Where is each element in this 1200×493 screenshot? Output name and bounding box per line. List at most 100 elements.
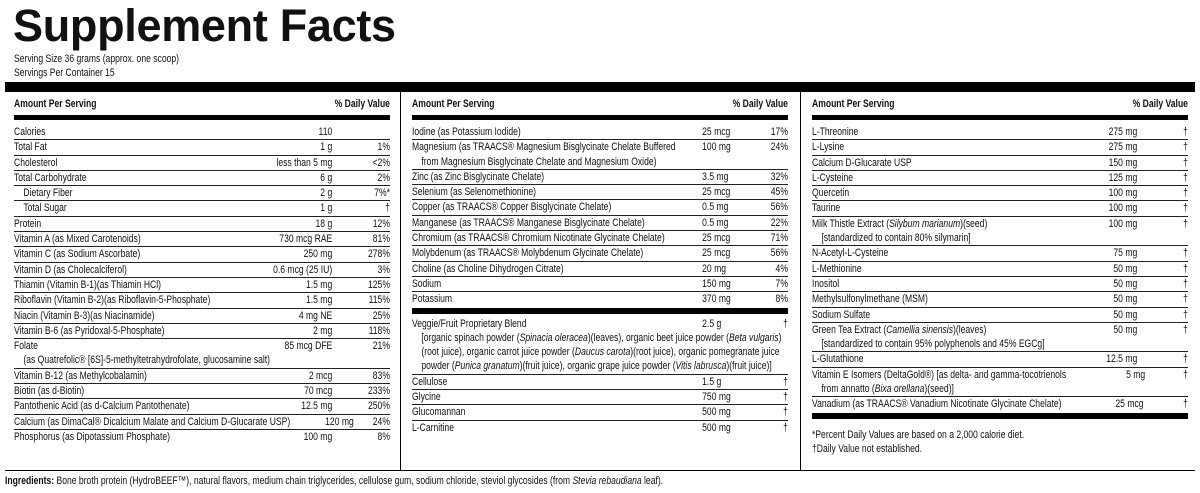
nutrient-name-part: Silybum marianum xyxy=(889,217,961,230)
nutrient-row: L-Carnitine 500 mg † xyxy=(412,421,788,435)
nutrient-row: Cellulose 1.5 g † xyxy=(412,375,788,391)
nutrient-name: Protein xyxy=(14,217,42,230)
nutrient-row: Vitamin D (as Cholecalciferol) 0.6 mcg (2… xyxy=(14,263,390,278)
amount: 1 g xyxy=(320,202,333,215)
nutrient-row: Zinc (as Zinc Bisglycinate Chelate) 3.5 m… xyxy=(412,170,788,186)
nutrient-row: Total Carbohydrate 6 g 2% xyxy=(14,171,390,187)
header-amount: Amount Per Serving xyxy=(14,98,97,110)
amount: 100 mg xyxy=(702,141,731,154)
amount: 750 mg xyxy=(702,391,731,404)
section-bar xyxy=(412,307,788,314)
daily-value: 83% xyxy=(372,369,390,382)
daily-value: 24% xyxy=(372,415,390,428)
daily-value: † xyxy=(783,406,788,419)
nutrient-name: Phosphorus (as Dipotassium Phosphate) xyxy=(14,430,170,443)
nutrient-name: Potassium xyxy=(412,293,453,306)
nutrient-row: Green Tea Extract (Camellia sinensis)(le… xyxy=(812,323,1188,353)
row-line: Calcium D-Glucarate USP 150 mg † xyxy=(812,156,1188,170)
nutrient-row: Vitamin A (as Mixed Carotenoids) 730 mcg … xyxy=(14,232,390,248)
nutrient-row: Niacin (Vitamin B-3)(as Niacinamide) 4 mg… xyxy=(14,309,390,324)
daily-value: 4% xyxy=(775,262,788,275)
row-line: N-Acetyl-L-Cysteine 75 mg † xyxy=(812,246,1188,260)
nutrient-column: Amount Per Serving % Daily Value Calories 1… xyxy=(14,93,390,444)
nutrient-name: Pantothenic Acid (as d-Calcium Pantothen… xyxy=(14,400,190,413)
nutrient-row: Total Sugar 1 g † xyxy=(14,201,390,217)
nutrient-row: L-Glutathione 12.5 mg † xyxy=(812,352,1188,368)
row-line: Zinc (as Zinc Bisglycinate Chelate) 3.5 m… xyxy=(412,170,788,184)
nutrient-name: Cholesterol xyxy=(14,156,58,169)
nutrient-row: Vitamin B-12 (as Methylcobalamin) 2 mcg 83… xyxy=(14,369,390,385)
row-line: Total Fat 1 g 1% xyxy=(14,140,390,154)
nutrient-row: Calories 110 xyxy=(14,125,390,141)
daily-value: 233% xyxy=(368,385,390,398)
amount: 5 mg xyxy=(1126,368,1146,381)
amount: 150 mg xyxy=(1108,156,1138,169)
amount: 25 mcg xyxy=(702,232,731,245)
nutrient-note-part: Spinacia oleracea xyxy=(519,331,588,344)
row-line: Calories 110 xyxy=(14,125,390,139)
nutrient-row: Sodium Sulfate 50 mg † xyxy=(812,308,1188,323)
nutrient-note: (as Quatrefolic® [6S]-5-methyltetrahydro… xyxy=(23,354,271,367)
amount: 3.5 mg xyxy=(702,170,729,183)
amount: 500 mg xyxy=(702,406,731,419)
nutrient-note: [organic spinach powder (Spinacia olerac… xyxy=(412,331,788,374)
daily-value: 125% xyxy=(368,278,390,291)
nutrient-row: Copper (as TRAACS® Copper Bisglycinate C… xyxy=(412,200,788,216)
row-line: Folate 85 mcg DFE 21% xyxy=(14,339,390,353)
nutrient-name: Methylsulfonylmethane (MSM) xyxy=(812,293,928,306)
daily-value: 2% xyxy=(377,171,390,184)
amount: 1.5 g xyxy=(702,375,722,388)
row-line: Cellulose 1.5 g † xyxy=(412,375,788,389)
amount: 1.5 mg xyxy=(306,278,333,291)
footnotes: *Percent Daily Values are based on a 2,0… xyxy=(812,422,1188,457)
amount: 25 mcg xyxy=(1115,398,1144,411)
nutrient-name: L-Lysine xyxy=(812,141,845,154)
row-line: Vitamin D (as Cholecalciferol) 0.6 mcg (2… xyxy=(14,263,390,277)
nutrient-note-part: )(root juice), organic pomegranate juice… xyxy=(421,346,780,373)
nutrient-note-part: Daucus carota xyxy=(574,346,631,359)
section-bar xyxy=(812,412,1188,419)
row-line: Quercetin 100 mg † xyxy=(812,186,1188,200)
row-line: Biotin (as d-Biotin) 70 mcg 233% xyxy=(14,384,390,398)
rows: L-Threonine 275 mg † L-Lysine 275 mg † Calcium… xyxy=(812,120,1188,457)
title: Supplement Facts xyxy=(13,0,396,51)
row-line: Total Carbohydrate 6 g 2% xyxy=(14,171,390,185)
ingredients-text-part: leaf). xyxy=(641,475,664,487)
row-line: Sodium Sulfate 50 mg † xyxy=(812,308,1188,322)
nutrient-name: L-Cysteine xyxy=(812,171,854,184)
row-line: Chromium (as TRAACS® Chromium Nicotinate… xyxy=(412,231,788,245)
daily-value: 278% xyxy=(368,248,390,261)
amount: 110 xyxy=(318,126,333,138)
nutrient-row: Magnesium (as TRAACS® Magnesium Bisglyci… xyxy=(412,140,788,170)
row-line: Vitamin B-6 (as Pyridoxal-5-Phosphate) 2 … xyxy=(14,324,390,338)
amount: 0.5 mg xyxy=(702,216,729,229)
nutrient-name-part: Camellia sinensis xyxy=(886,323,953,336)
nutrient-name: Total Fat xyxy=(14,141,47,154)
amount: 12.5 mg xyxy=(301,400,333,413)
footnote: *Percent Daily Values are based on a 2,0… xyxy=(812,428,1025,441)
nutrient-note-part: Vitis labrusca xyxy=(675,360,727,373)
daily-value: 250% xyxy=(368,400,390,413)
nutrient-name: Vitamin C (as Sodium Ascorbate) xyxy=(14,248,141,261)
nutrient-column: Amount Per Serving % Daily Value Iodine (a… xyxy=(412,93,788,435)
column-header: Amount Per Serving % Daily Value xyxy=(812,93,1188,120)
row-line: Total Sugar 1 g † xyxy=(14,201,390,215)
daily-value: 12% xyxy=(372,217,390,230)
daily-value: <2% xyxy=(372,156,390,169)
nutrient-row: Calcium (as DimaCal® Dicalcium Malate an… xyxy=(14,415,390,430)
daily-value: † xyxy=(1183,277,1188,290)
nutrient-row: Calcium D-Glucarate USP 150 mg † xyxy=(812,156,1188,171)
row-line: Vitamin C (as Sodium Ascorbate) 250 mg 278… xyxy=(14,247,390,261)
nutrient-name: Calcium (as DimaCal® Dicalcium Malate an… xyxy=(14,415,291,428)
nutrient-name: Dietary Fiber xyxy=(23,187,73,200)
row-line: L-Methionine 50 mg † xyxy=(812,262,1188,276)
nutrient-name: Thiamin (Vitamin B-1)(as Thiamin HCl) xyxy=(14,278,162,291)
row-line: Vanadium (as TRAACS® Vanadium Nicotinate… xyxy=(812,397,1188,411)
amount: 500 mg xyxy=(702,421,731,434)
daily-value: † xyxy=(1183,398,1188,411)
nutrient-note-part: [organic spinach powder ( xyxy=(421,331,520,344)
nutrient-note-part: )(root juice), organic carrot juice powd… xyxy=(421,331,782,359)
